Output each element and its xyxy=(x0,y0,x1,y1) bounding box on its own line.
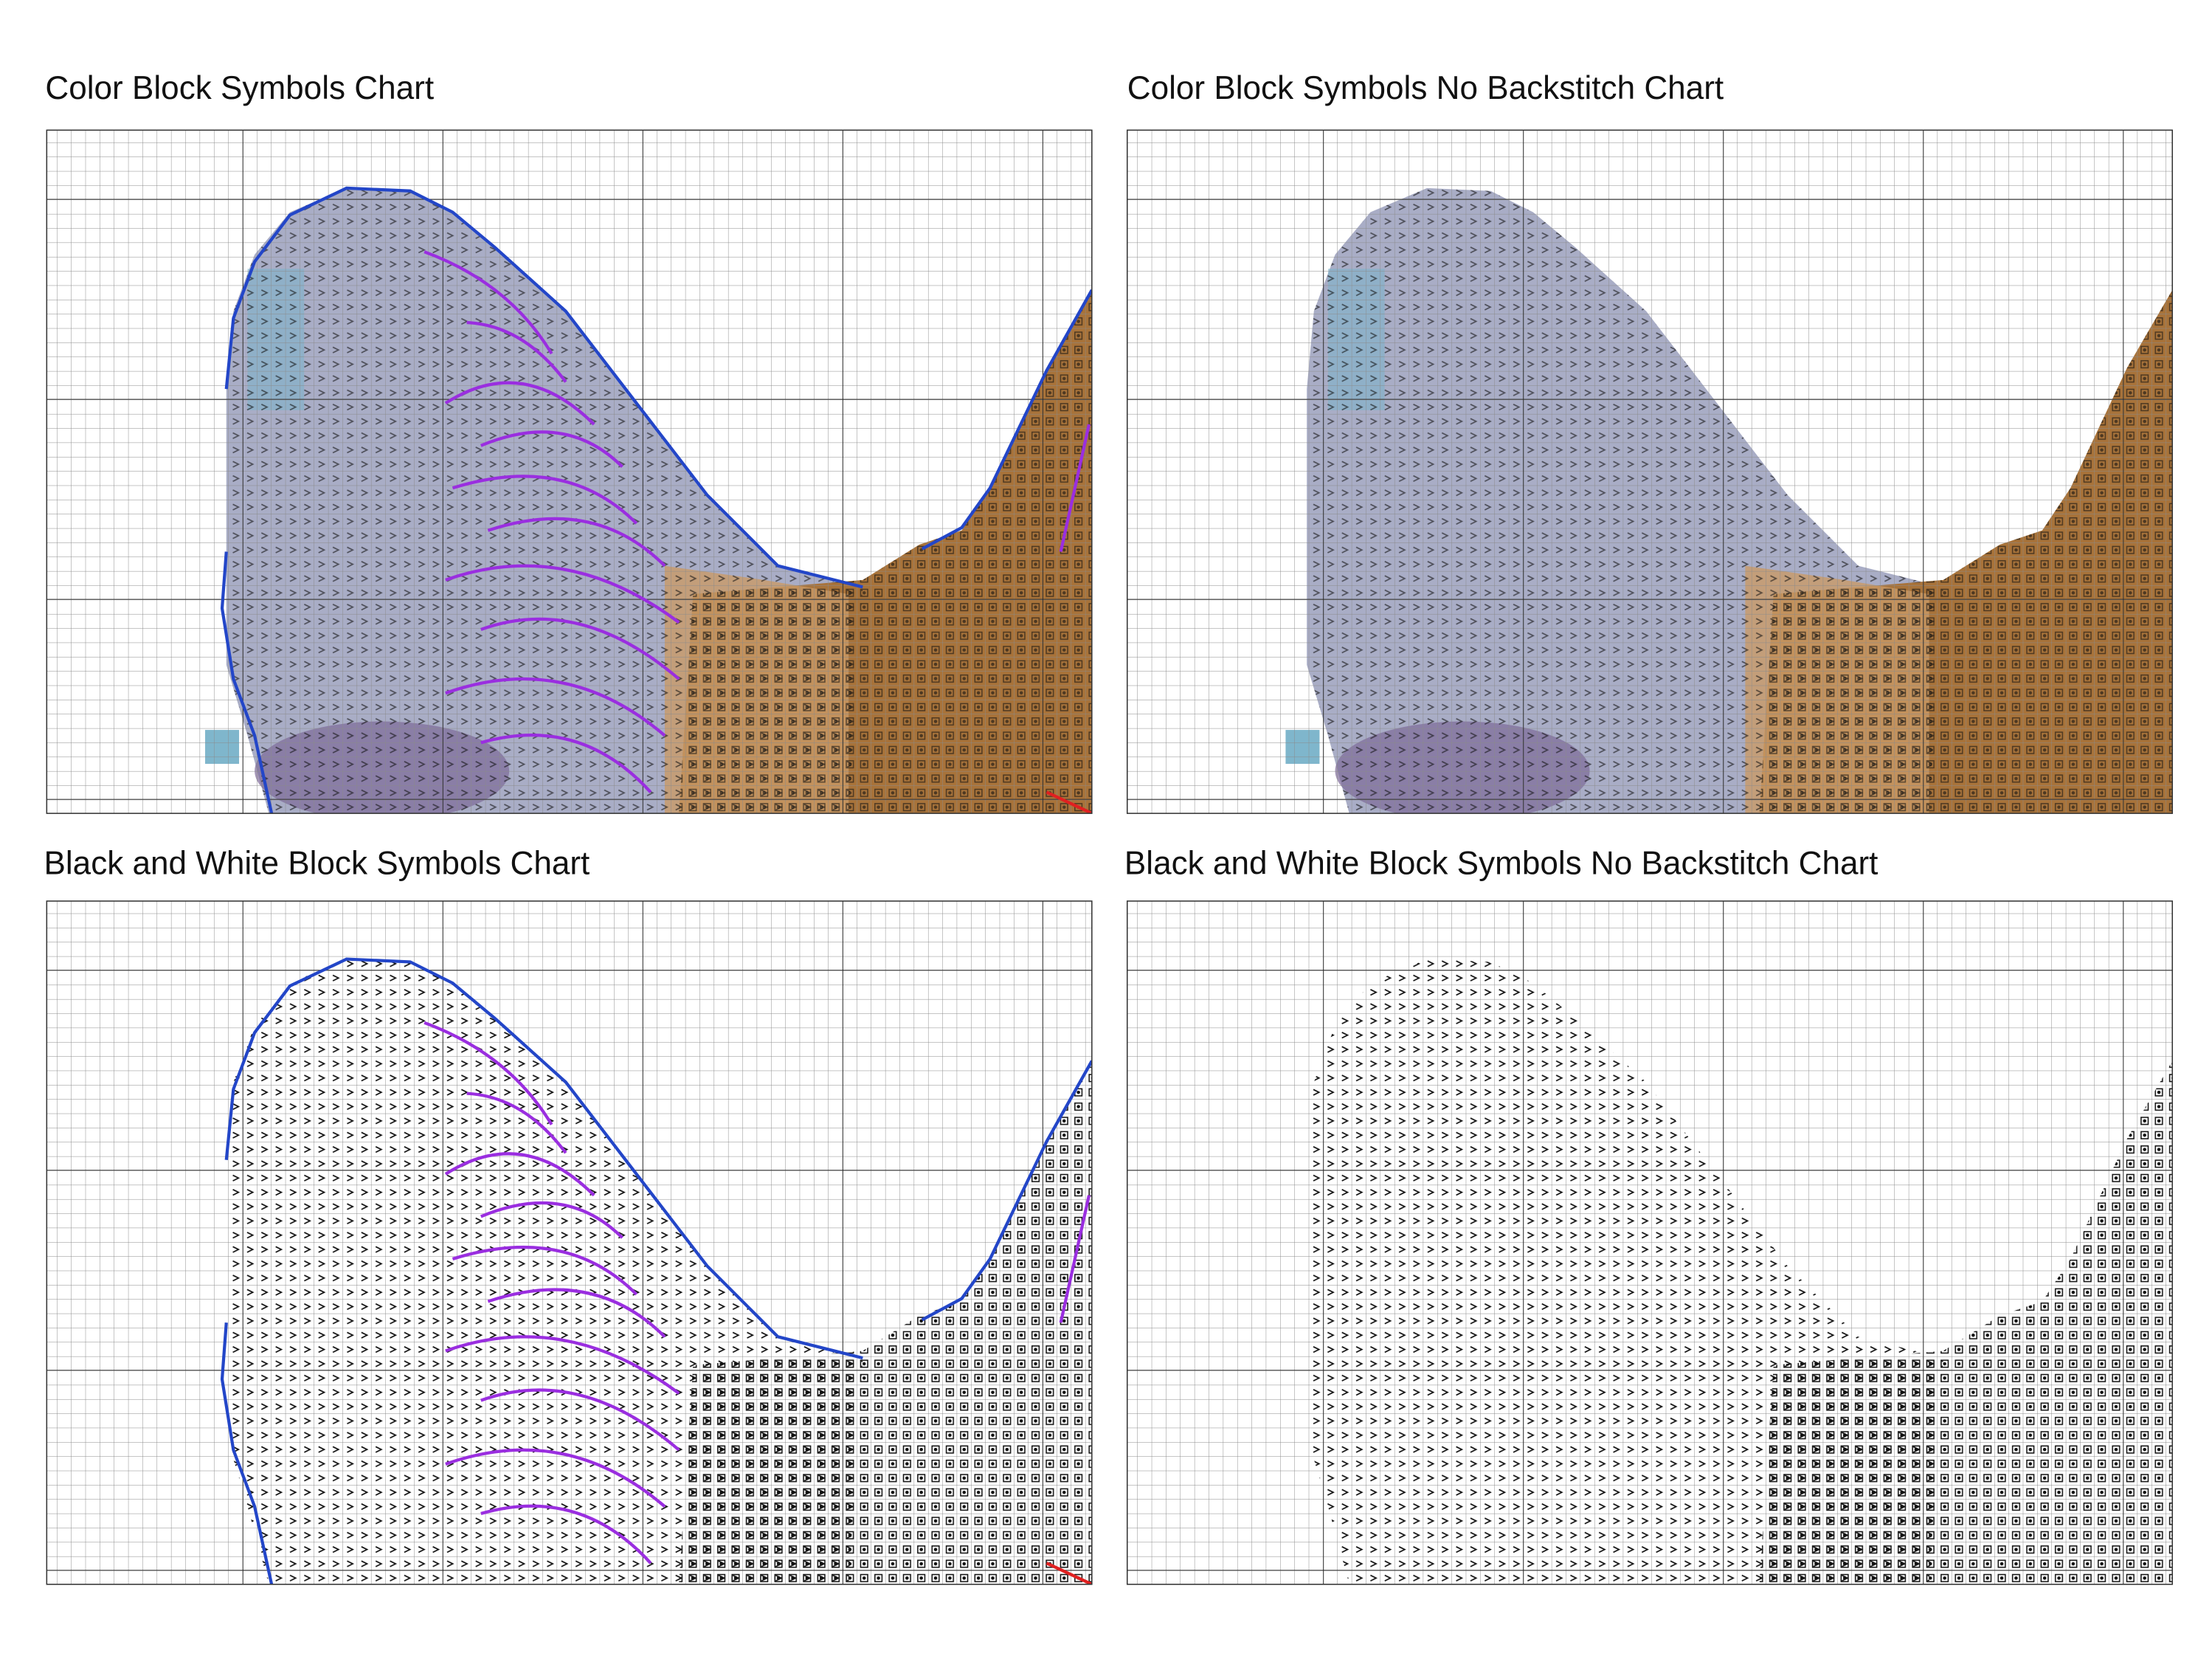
panel-border xyxy=(1126,129,2174,814)
chart-panel xyxy=(46,129,1093,814)
panel-content xyxy=(46,900,1092,1584)
chart-panel xyxy=(1126,129,2174,814)
panel-content xyxy=(1127,900,2173,1584)
grid-major xyxy=(1127,130,2173,814)
chart-panel xyxy=(1126,900,2174,1585)
panel-content xyxy=(46,130,1092,814)
panel-border xyxy=(46,900,1093,1585)
panel-title: Black and White Block Symbols Chart xyxy=(44,846,590,882)
panel-title: Color Block Symbols Chart xyxy=(45,70,434,106)
panel-border xyxy=(1126,900,2174,1585)
chart-panel xyxy=(46,900,1093,1585)
panel-border xyxy=(46,129,1093,814)
grid-major xyxy=(46,130,1092,814)
panel-content xyxy=(1127,130,2173,814)
grid-major xyxy=(1127,900,2173,1584)
grid-major xyxy=(46,900,1092,1584)
panel-title: Black and White Block Symbols No Backsti… xyxy=(1124,846,1879,882)
panel-title: Color Block Symbols No Backstitch Chart xyxy=(1127,70,1724,106)
